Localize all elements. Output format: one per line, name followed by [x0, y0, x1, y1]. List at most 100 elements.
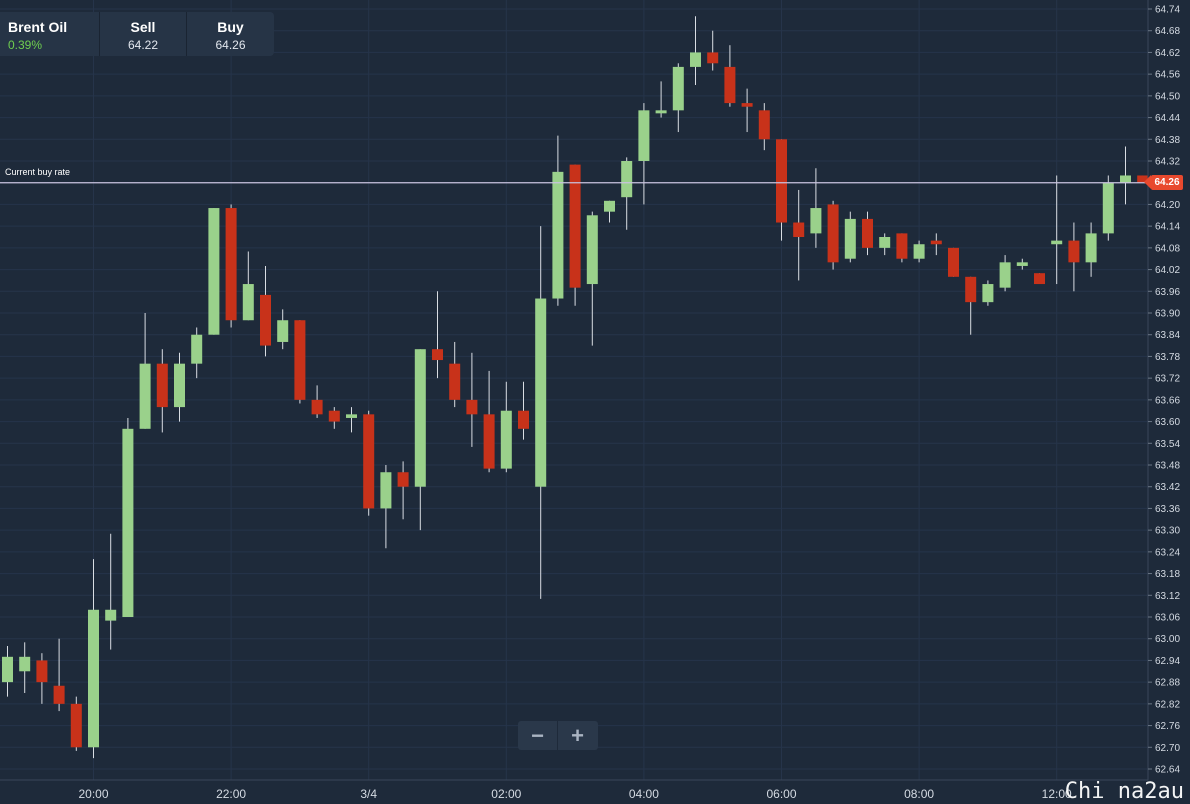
instrument-cell[interactable]: Brent Oil 0.39%: [0, 12, 100, 56]
y-tick-label: 64.02: [1155, 265, 1180, 276]
candle-body: [432, 349, 443, 361]
candle-body: [466, 399, 478, 415]
candle-body: [449, 363, 461, 400]
x-tick-label: 02:00: [491, 787, 521, 801]
candle-body: [363, 414, 375, 509]
candle-body: [500, 410, 512, 469]
candle-body: [552, 171, 564, 299]
candle-body: [1137, 175, 1149, 183]
y-tick-label: 62.82: [1155, 699, 1180, 710]
y-tick-label: 63.60: [1155, 417, 1180, 428]
y-tick-label: 64.38: [1155, 135, 1180, 146]
candle-body: [758, 110, 770, 140]
y-tick-label: 63.78: [1155, 352, 1180, 363]
y-tick-label: 63.66: [1155, 395, 1180, 406]
candle-body: [483, 414, 495, 469]
candles: [2, 16, 1149, 759]
y-tick-label: 64.62: [1155, 48, 1180, 59]
candle-body: [655, 110, 667, 114]
x-tick-label: 12:00: [1042, 787, 1072, 801]
y-tick-label: 63.36: [1155, 504, 1180, 515]
candle-body: [776, 139, 787, 223]
watermark: Chi na2au: [1064, 779, 1184, 804]
candle-body: [1034, 273, 1045, 285]
instrument-info-panel: Brent Oil 0.39% Sell 64.22 Buy 64.26: [0, 12, 274, 56]
zoom-in-button[interactable]: +: [571, 722, 584, 748]
candle-body: [535, 298, 547, 487]
candle-body: [397, 472, 409, 487]
candle-body: [1120, 175, 1131, 183]
candle-body: [965, 276, 977, 303]
y-tick-label: 63.00: [1155, 634, 1180, 645]
candle-body: [260, 294, 271, 346]
y-tick-label: 62.94: [1155, 656, 1180, 667]
y-tick-label: 63.24: [1155, 547, 1180, 558]
candle-body: [913, 244, 925, 259]
x-tick-label: 06:00: [766, 787, 796, 801]
candle-body: [53, 685, 65, 704]
candle-body: [896, 233, 908, 259]
candle-body: [707, 52, 719, 64]
candle-body: [1085, 233, 1097, 263]
sell-cell[interactable]: Sell 64.22: [100, 12, 187, 56]
candle-body: [1051, 240, 1063, 245]
y-tick-label: 63.84: [1155, 330, 1180, 341]
candle-body: [311, 399, 323, 415]
candle-body: [879, 237, 891, 248]
candle-body: [569, 164, 581, 288]
y-tick-label: 62.70: [1155, 743, 1180, 754]
candle-body: [982, 284, 994, 303]
y-tick-label: 62.88: [1155, 678, 1180, 689]
candle-body: [844, 218, 856, 259]
candle-body: [621, 161, 633, 198]
y-tick-label: 63.12: [1155, 591, 1180, 602]
candle-body: [88, 609, 99, 748]
candle-body: [414, 349, 426, 487]
buy-label: Buy: [217, 19, 244, 35]
y-tick-label: 63.54: [1155, 439, 1180, 450]
candle-body: [724, 66, 736, 104]
x-tick-label: 22:00: [216, 787, 246, 801]
candle-body: [208, 208, 220, 335]
candle-body: [19, 656, 31, 672]
candle-body: [638, 110, 650, 161]
y-tick-label: 63.96: [1155, 287, 1180, 298]
candle-body: [793, 222, 805, 237]
sell-label: Sell: [130, 19, 156, 35]
current-price-badge: 64.26: [1144, 175, 1183, 191]
candle-body: [36, 660, 48, 683]
candle-body: [690, 52, 701, 67]
y-tick-label: 64.08: [1155, 243, 1180, 254]
candle-body: [862, 218, 873, 248]
y-tick-label: 64.50: [1155, 91, 1180, 102]
y-tick-label: 63.18: [1155, 569, 1180, 580]
y-tick-label: 63.30: [1155, 526, 1180, 537]
zoom-controls: − +: [518, 721, 598, 750]
candle-body: [741, 103, 753, 107]
y-tick-label: 64.32: [1155, 157, 1180, 168]
buy-cell[interactable]: Buy 64.26: [187, 12, 274, 56]
candle-body: [328, 410, 340, 422]
y-tick-label: 64.44: [1155, 113, 1180, 124]
x-tick-label: 3/4: [360, 787, 377, 801]
instrument-name: Brent Oil: [8, 19, 68, 35]
candle-body: [277, 320, 289, 342]
candle-body: [346, 414, 357, 418]
candle-body: [1068, 240, 1080, 263]
candle-body: [380, 472, 392, 509]
buy-price: 64.26: [215, 38, 246, 52]
y-tick-label: 62.76: [1155, 721, 1180, 732]
candle-body: [1016, 262, 1028, 266]
candle-body: [518, 410, 529, 429]
candle-body: [156, 363, 168, 408]
y-tick-label: 64.14: [1155, 222, 1180, 233]
zoom-out-button[interactable]: −: [518, 721, 558, 750]
candle-body: [604, 200, 615, 212]
candle-body: [139, 363, 151, 429]
candle-body: [948, 247, 959, 277]
candle-body: [2, 656, 13, 683]
candle-body: [930, 240, 942, 245]
candle-body: [225, 208, 237, 321]
candle-body: [105, 609, 117, 621]
